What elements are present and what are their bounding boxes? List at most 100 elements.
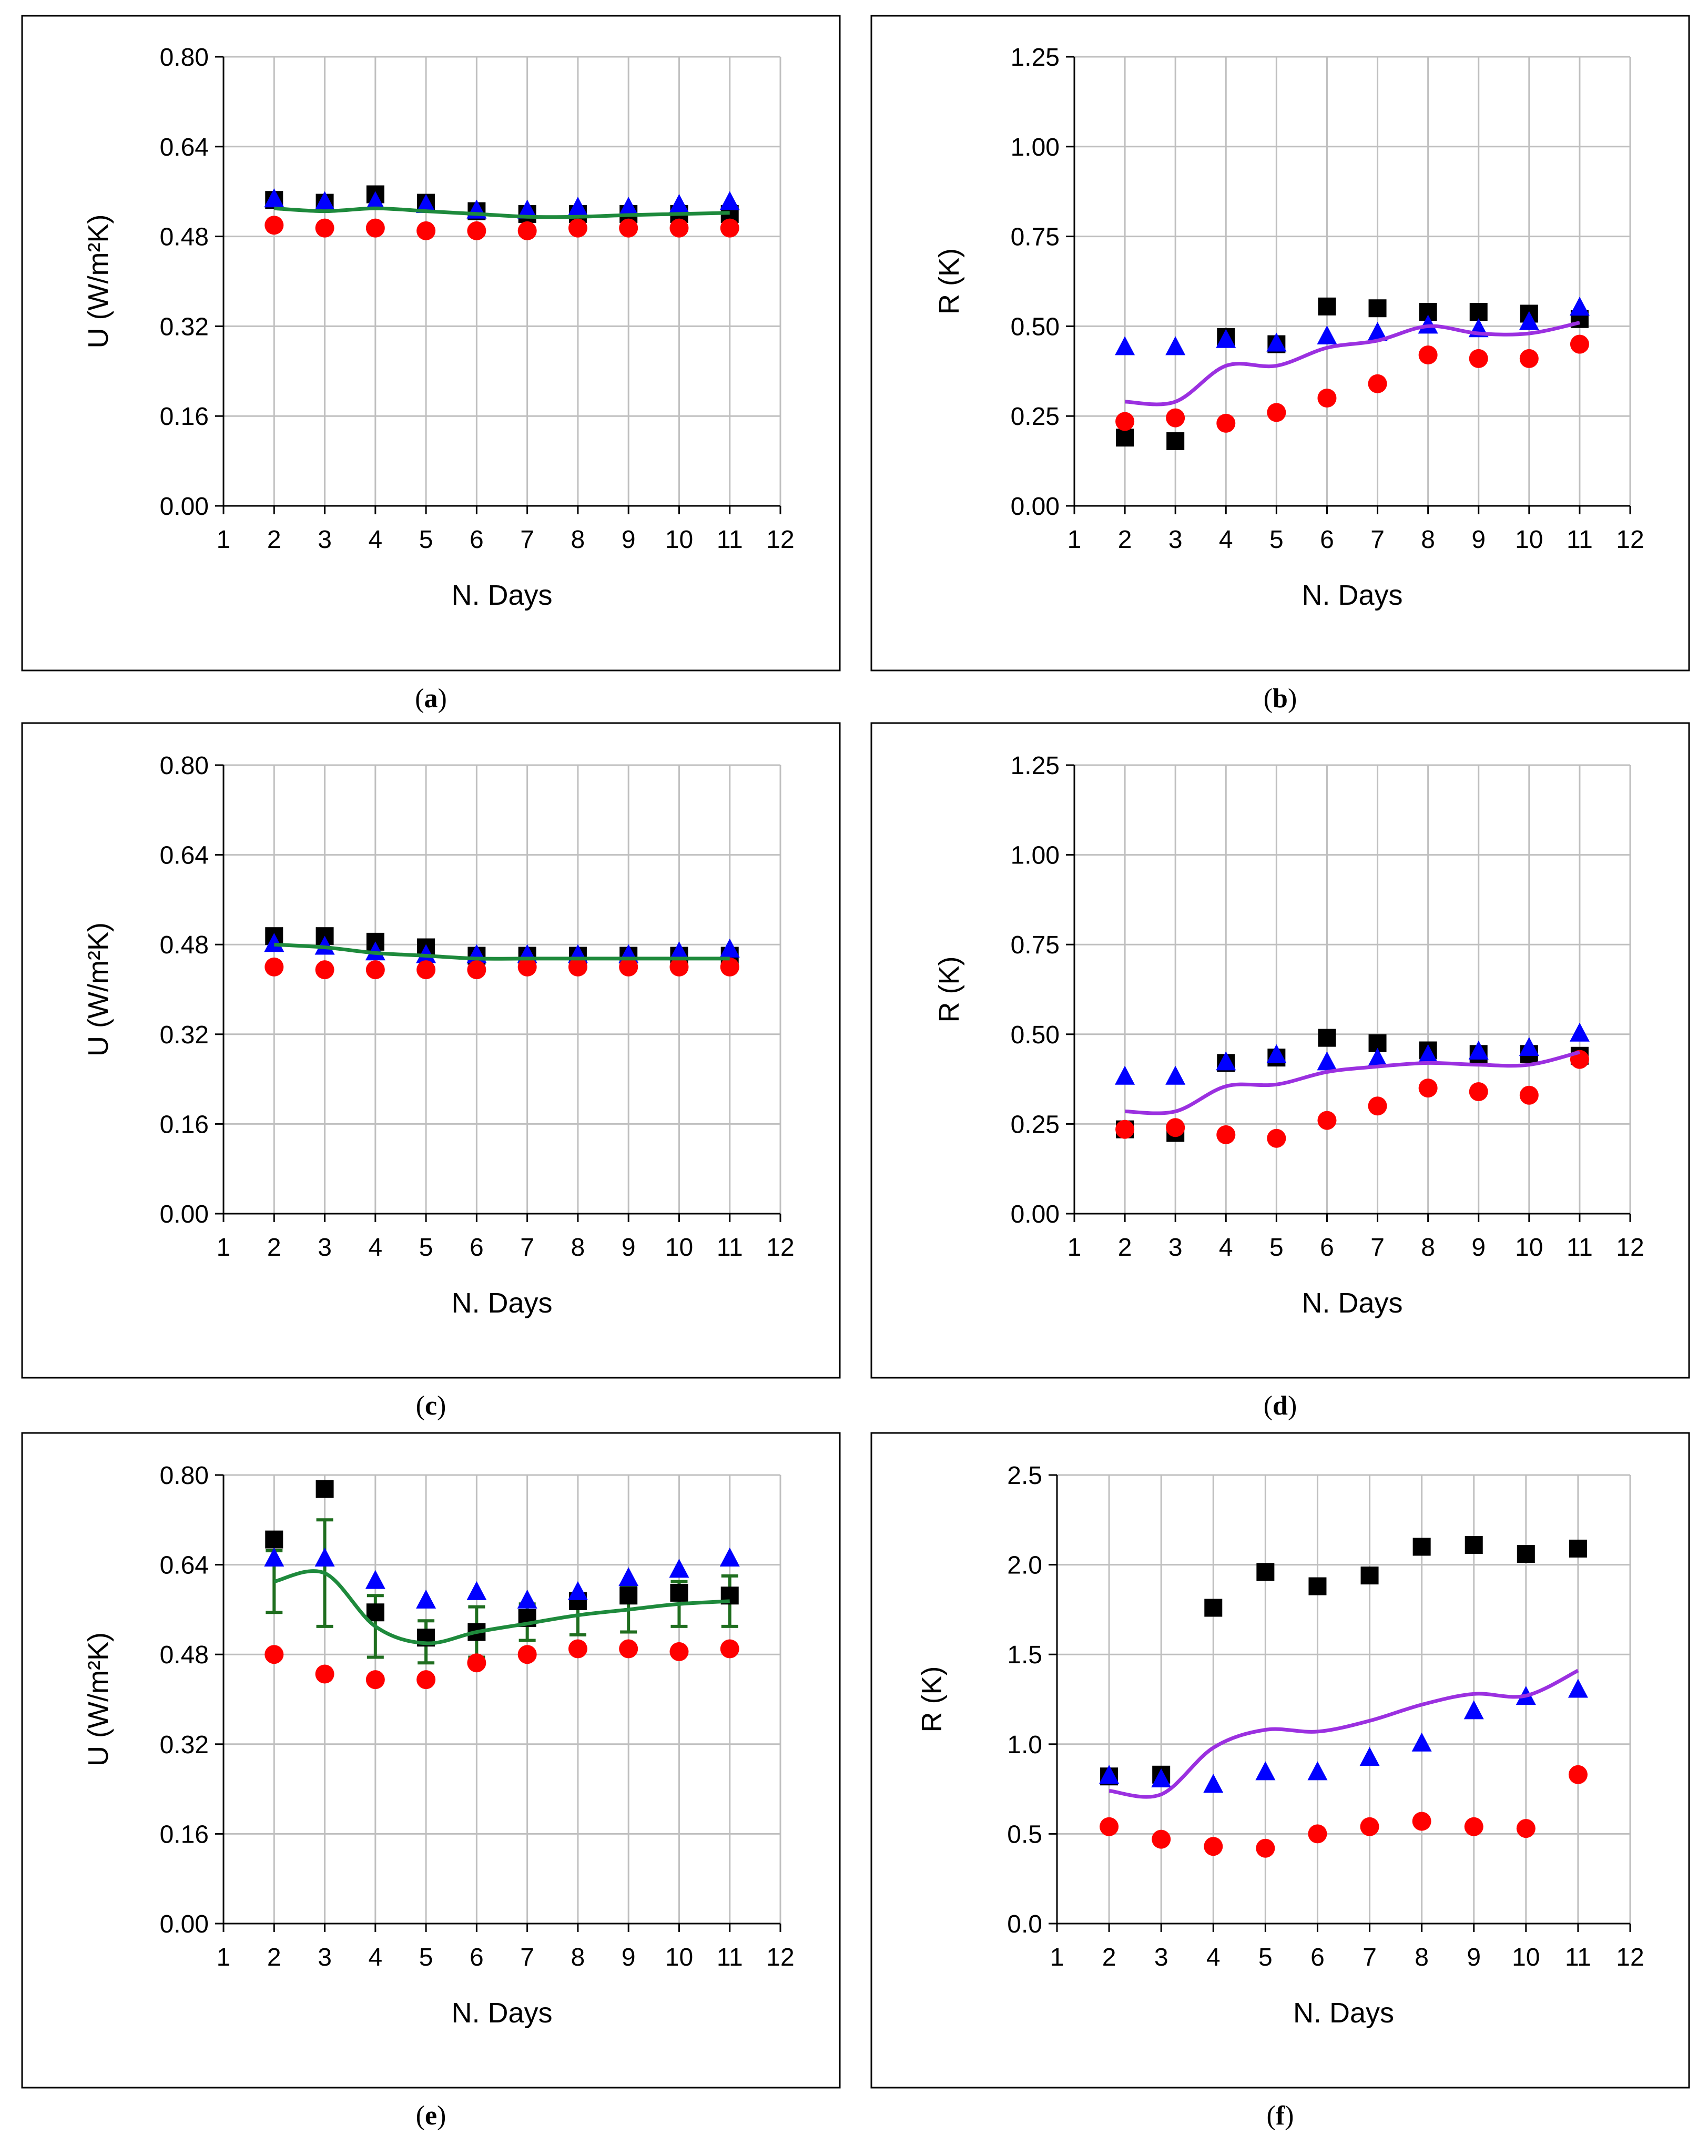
y-tick-label: 0.00: [1011, 1201, 1060, 1228]
panel-frame: [21, 15, 841, 672]
y-tick-label: 0.48: [160, 1641, 209, 1669]
data-point-circle: [619, 1639, 638, 1659]
x-tick-label: 12: [766, 1234, 794, 1262]
y-tick-label: 0.16: [160, 1821, 209, 1848]
x-tick-label: 11: [717, 526, 743, 554]
data-point-circle: [1166, 408, 1185, 428]
data-point-triangle: [1519, 1037, 1539, 1056]
fit-line: [1125, 1050, 1580, 1115]
data-point-triangle: [416, 1589, 436, 1609]
data-point-circle: [1469, 1082, 1488, 1101]
y-tick-label: 2.5: [1007, 1462, 1042, 1490]
x-tick-label: 7: [520, 1234, 534, 1262]
x-tick-label: 2: [267, 526, 281, 554]
panel-b: 0.000.250.500.751.001.251 2 3 4 5 6 7 8 9 10 11 12N…: [870, 15, 1690, 714]
data-point-circle: [568, 1639, 587, 1659]
x-tick-label: 6: [1320, 526, 1334, 554]
data-point-square: [1308, 1577, 1327, 1595]
x-tick-label: 12: [1616, 1944, 1644, 1971]
y-tick-label: 0.50: [1011, 1021, 1060, 1049]
data-point-triangle: [466, 1581, 487, 1600]
data-point-triangle: [264, 188, 284, 208]
panel-frame: [870, 1432, 1690, 2089]
data-point-circle: [265, 1645, 284, 1664]
data-point-triangle: [1367, 322, 1388, 341]
y-tick-label: 0.00: [160, 1910, 209, 1938]
data-point-circle: [1317, 389, 1337, 408]
x-tick-label: 8: [571, 1234, 585, 1262]
data-point-circle: [1256, 1838, 1275, 1858]
y-axis-title: U (W/m²K): [83, 215, 114, 349]
x-tick-label: 11: [717, 1234, 743, 1262]
data-point-square: [1166, 432, 1185, 451]
data-point-triangle: [365, 941, 385, 961]
x-tick-label: 9: [622, 526, 636, 554]
data-point-triangle: [1463, 1700, 1484, 1720]
data-point-square: [366, 1603, 384, 1622]
data-point-triangle: [1569, 1022, 1590, 1042]
data-point-triangle: [669, 194, 689, 213]
x-tick-label: 2: [1118, 526, 1132, 554]
x-tick-label: 11: [1565, 1944, 1591, 1971]
x-tick-label: 5: [419, 1234, 433, 1262]
x-tick-label: 11: [717, 1944, 743, 1971]
data-point-triangle: [669, 1559, 689, 1578]
data-point-square: [1368, 299, 1387, 318]
x-tick-label: 8: [571, 526, 585, 554]
y-axis-title: R (K): [933, 957, 965, 1023]
data-point-circle: [1516, 1819, 1536, 1838]
data-point-circle: [669, 1642, 689, 1661]
data-point-square: [619, 1587, 638, 1605]
y-tick-label: 1.5: [1007, 1641, 1042, 1669]
data-point-circle: [265, 957, 284, 977]
data-point-square: [1318, 1029, 1336, 1047]
x-tick-label: 5: [1269, 1234, 1284, 1262]
data-point-square: [1469, 303, 1488, 321]
panel-frame: [21, 1432, 841, 2089]
x-tick-label: 12: [1616, 526, 1644, 554]
data-point-circle: [1115, 412, 1135, 431]
x-tick-label: 10: [1515, 526, 1543, 554]
data-point-circle: [568, 957, 587, 977]
data-point-triangle: [314, 1547, 335, 1567]
data-point-triangle: [669, 941, 689, 961]
y-tick-label: 0.16: [160, 1111, 209, 1138]
data-point-circle: [416, 1670, 436, 1690]
x-tick-label: 11: [1567, 526, 1593, 554]
data-point-triangle: [567, 1581, 588, 1600]
x-tick-label: 3: [1168, 526, 1183, 554]
data-point-circle: [1418, 1079, 1438, 1098]
data-point-triangle: [1418, 1044, 1438, 1063]
y-tick-label: 0.16: [160, 403, 209, 431]
y-tick-label: 1.00: [1011, 134, 1060, 161]
data-point-circle: [720, 957, 739, 977]
panel-caption: (f): [1267, 2101, 1294, 2131]
data-point-triangle: [1569, 297, 1590, 316]
data-point-triangle: [517, 199, 537, 219]
x-tick-label: 3: [318, 526, 332, 554]
x-tick-label: 12: [766, 1944, 794, 1971]
panel-frame: [870, 722, 1690, 1379]
y-tick-label: 2.0: [1007, 1552, 1042, 1580]
fit-line: [1109, 1669, 1579, 1799]
data-point-circle: [467, 960, 486, 980]
x-tick-label: 9: [622, 1944, 636, 1971]
data-point-triangle: [365, 1570, 385, 1589]
data-point-triangle: [1203, 1774, 1224, 1793]
y-tick-label: 0.64: [160, 134, 209, 161]
panel-caption: (d): [1264, 1391, 1297, 1421]
x-axis-title: N. Days: [451, 1287, 552, 1319]
panel-d: 0.000.250.500.751.001.251 2 3 4 5 6 7 8 9 10 11 12N…: [870, 722, 1690, 1421]
x-tick-label: 1: [217, 526, 231, 554]
x-tick-label: 5: [419, 1944, 433, 1971]
y-tick-label: 0.00: [160, 493, 209, 521]
data-point-triangle: [719, 938, 740, 958]
x-axis-title: N. Days: [1302, 579, 1402, 611]
x-tick-label: 2: [1102, 1944, 1116, 1971]
x-tick-label: 10: [1512, 1944, 1540, 1971]
data-point-circle: [1368, 374, 1387, 393]
data-point-triangle: [1165, 1065, 1186, 1085]
data-point-triangle: [1216, 1051, 1236, 1071]
x-tick-label: 1: [217, 1234, 231, 1262]
